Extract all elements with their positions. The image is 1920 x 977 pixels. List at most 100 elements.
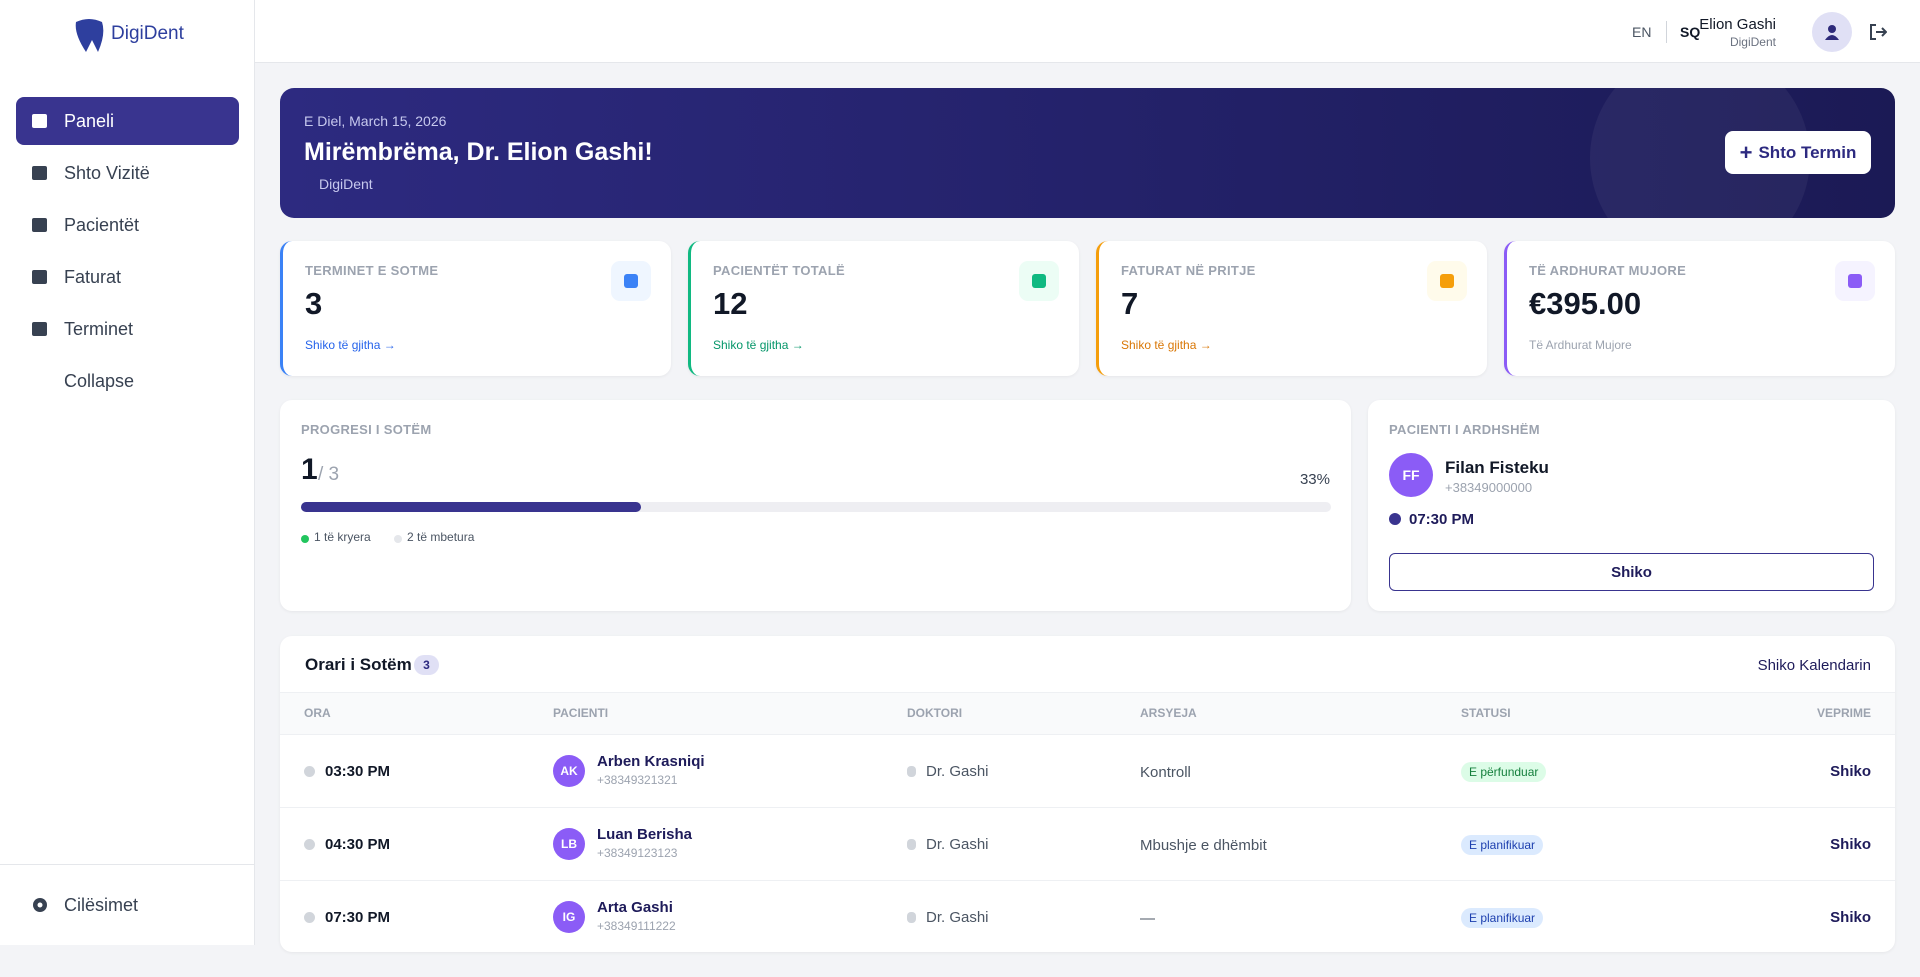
view-button[interactable]: Shiko	[1389, 553, 1874, 591]
calendar-link[interactable]: Shiko Kalendarin	[1757, 657, 1871, 674]
column-header: ARSYEJA	[1140, 706, 1197, 720]
avatar[interactable]	[1812, 12, 1852, 52]
next-title: PACIENTI I ARDHSHËM	[1389, 422, 1540, 437]
nav-icon	[32, 166, 47, 180]
button-label: Shto Termin	[1758, 142, 1857, 162]
nav-label: Pacientët	[64, 214, 140, 235]
logout-icon[interactable]	[1869, 23, 1887, 41]
stat-link[interactable]: Shiko të gjitha →	[1121, 338, 1212, 352]
stat-label: FATURAT NË PRITJE	[1121, 263, 1256, 278]
patient-name[interactable]: Arben Krasniqi	[597, 753, 705, 770]
patient-phone: +38349321321	[597, 773, 678, 787]
column-header: PACIENTI	[553, 706, 609, 720]
nav-label: Paneli	[64, 110, 115, 131]
clock-icon	[304, 912, 315, 923]
stat-link[interactable]: Shiko të gjitha →	[305, 338, 396, 352]
table-row: 07:30 PM IG Arta Gashi +38349111222 Dr. Gash…	[280, 880, 1895, 952]
initials: AK	[553, 755, 585, 787]
legend-dot	[301, 535, 309, 543]
legend-left: 2 të mbetura	[407, 530, 475, 544]
welcome-banner: E Diel, March 15, 2026 Mirëmbrëma, Dr. E…	[280, 88, 1895, 218]
action-link[interactable]: Shiko	[1830, 836, 1871, 853]
stat-value: 3	[305, 286, 323, 321]
patient-name[interactable]: Luan Berisha	[597, 826, 693, 843]
nav-item[interactable]: Paneli	[16, 97, 239, 145]
nav-label: Terminet	[64, 318, 134, 339]
settings-link[interactable]: Cilësimet	[16, 881, 239, 929]
nav-icon	[32, 270, 47, 284]
stat-link[interactable]: Të Ardhurat Mujore	[1529, 338, 1632, 352]
doctor: Dr. Gashi	[926, 836, 989, 853]
progress-track	[301, 502, 1331, 512]
greeting: Mirëmbrëma, Dr. Elion Gashi!	[304, 138, 653, 166]
icon-glyph	[624, 274, 638, 288]
stat-link[interactable]: Shiko të gjitha →	[713, 338, 804, 352]
nav-icon	[32, 114, 47, 128]
count-badge: 3	[414, 655, 439, 675]
user-name: Elion Gashi	[1699, 16, 1776, 33]
patient-name[interactable]: Arta Gashi	[597, 899, 673, 916]
date: E Diel, March 15, 2026	[304, 113, 447, 129]
progress-card: PROGRESI I SOTËM 1 / 3 33% 1 të kryera 2…	[280, 400, 1351, 611]
doctor: Dr. Gashi	[926, 909, 989, 926]
icon-glyph	[1440, 274, 1454, 288]
nav-icon	[32, 374, 47, 388]
stat-card: TË ARDHURAT MUJORE €395.00 Të Ardhurat Muj…	[1504, 241, 1895, 376]
nav-label: Shto Vizitë	[64, 162, 150, 183]
lang-sq[interactable]: SQ	[1680, 24, 1701, 40]
stat-icon	[1835, 261, 1875, 301]
column-header: ORA	[304, 706, 331, 720]
stat-card: PACIENTËT TOTALË 12 Shiko të gjitha →	[688, 241, 1079, 376]
icon	[33, 898, 47, 912]
nav-item[interactable]: Faturat	[16, 253, 239, 301]
reason: —	[1140, 910, 1155, 927]
nav-item[interactable]: Collapse	[16, 357, 239, 405]
patient-phone: +38349111222	[597, 919, 676, 933]
table-row: 04:30 PM LB Luan Berisha +38349123123 Dr. Ga…	[280, 807, 1895, 880]
patient-time: 07:30 PM	[1409, 511, 1475, 528]
status-badge: E planifikuar	[1461, 835, 1544, 855]
stat-label: PACIENTËT TOTALË	[713, 263, 845, 278]
initials: LB	[553, 828, 585, 860]
reason: Kontroll	[1140, 764, 1191, 781]
nav-item[interactable]: Shto Vizitë	[16, 149, 239, 197]
column-header: STATUSI	[1461, 706, 1511, 720]
add-appointment-button[interactable]: + Shto Termin	[1725, 131, 1871, 174]
initials: IG	[553, 901, 585, 933]
stat-icon	[1427, 261, 1467, 301]
nav-item[interactable]: Pacientët	[16, 201, 239, 249]
action-link[interactable]: Shiko	[1830, 763, 1871, 780]
percent: 33%	[1299, 471, 1330, 488]
settings-label: Cilësimet	[64, 894, 139, 915]
stat-value: 7	[1121, 286, 1139, 321]
clock-icon	[304, 766, 315, 777]
total: / 3	[318, 464, 340, 485]
stat-value: €395.00	[1529, 286, 1642, 321]
brand: DigiDent	[111, 23, 184, 44]
action-link[interactable]: Shiko	[1830, 909, 1871, 926]
avatar-icon	[1825, 25, 1839, 40]
nav-label: Faturat	[64, 266, 122, 287]
status-badge: E planifikuar	[1461, 908, 1544, 928]
plus: +	[1739, 139, 1753, 165]
stat-label: TË ARDHURAT MUJORE	[1529, 263, 1687, 278]
nav-label: Collapse	[64, 370, 135, 391]
patient-name: Filan Fisteku	[1445, 458, 1549, 477]
user-org: DigiDent	[1729, 35, 1776, 49]
initials: FF	[1389, 453, 1433, 497]
schedule-title: Orari i Sotëm	[305, 655, 412, 674]
doctor-icon	[907, 839, 916, 850]
sidebar: DigiDent Cilësimet Paneli Shto Vizitë Paci…	[0, 0, 255, 945]
doctor: Dr. Gashi	[926, 763, 989, 780]
patient-phone: +38349000000	[1445, 480, 1533, 495]
clock-icon	[304, 839, 315, 850]
icon-glyph	[1848, 274, 1862, 288]
lang-en[interactable]: EN	[1632, 24, 1652, 40]
nav-item[interactable]: Terminet	[16, 305, 239, 353]
stat-card: TERMINET E SOTME 3 Shiko të gjitha →	[280, 241, 671, 376]
doctor-icon	[907, 912, 916, 923]
patient-phone: +38349123123	[597, 846, 678, 860]
clock-icon	[1389, 513, 1401, 525]
